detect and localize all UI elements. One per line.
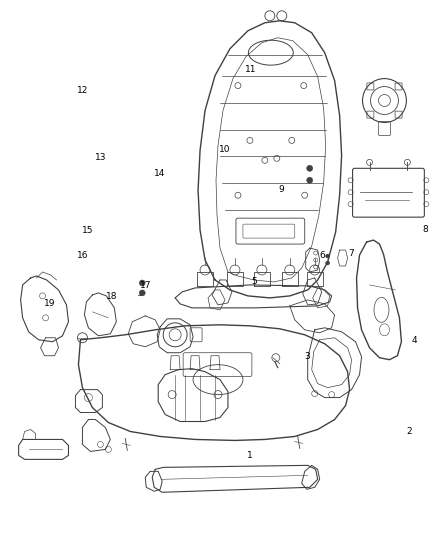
Text: 12: 12 (77, 86, 88, 94)
Circle shape (139, 280, 145, 286)
Text: 10: 10 (219, 145, 230, 154)
Text: 8: 8 (422, 225, 428, 234)
Circle shape (307, 165, 313, 171)
Circle shape (307, 177, 313, 183)
Text: 2: 2 (407, 427, 412, 435)
Text: 1: 1 (247, 450, 253, 459)
Text: 3: 3 (304, 352, 310, 361)
Text: 15: 15 (81, 226, 93, 235)
Text: 7: 7 (348, 249, 353, 258)
Text: 19: 19 (44, 299, 56, 308)
Text: 6: 6 (319, 252, 325, 261)
Text: 14: 14 (153, 169, 165, 178)
Text: 13: 13 (95, 153, 106, 162)
Text: 5: 5 (252, 277, 258, 286)
Text: 11: 11 (245, 66, 257, 75)
Text: 4: 4 (411, 336, 417, 345)
Text: 9: 9 (278, 185, 284, 194)
Text: 16: 16 (77, 252, 88, 261)
Circle shape (326, 254, 330, 258)
Circle shape (326, 261, 330, 265)
Text: 18: 18 (106, 292, 117, 301)
Circle shape (139, 290, 145, 296)
Text: 17: 17 (141, 280, 152, 289)
